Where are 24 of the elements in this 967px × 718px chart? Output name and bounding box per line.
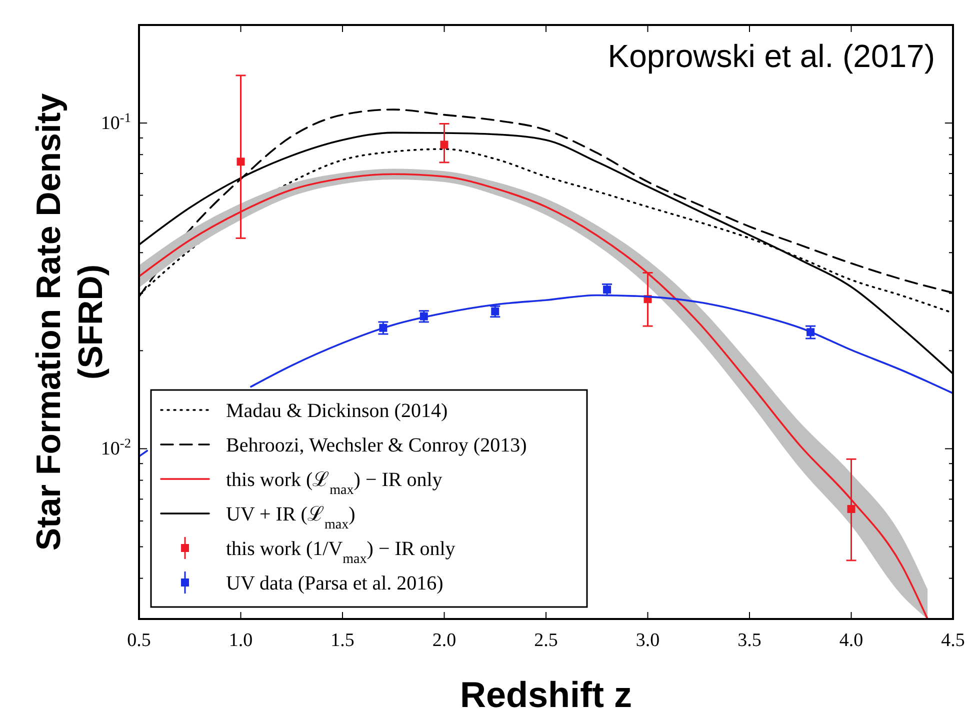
x-tick-label: 2.5 xyxy=(534,630,558,651)
x-tick-label: 4.5 xyxy=(941,630,965,651)
point xyxy=(847,504,856,513)
x-tick-label: 2.0 xyxy=(432,630,456,651)
x-tick-label: 3.5 xyxy=(738,630,762,651)
x-tick-label: 1.5 xyxy=(330,630,354,651)
x-tick-label: 3.0 xyxy=(636,630,660,651)
annotation: Koprowski et al. (2017) xyxy=(608,38,935,74)
legend-label: this work (1/V$_{max}$) − IR only xyxy=(226,538,456,566)
point xyxy=(603,286,612,294)
x-tick-label: 1.0 xyxy=(228,630,253,651)
x-tick-label: 0.5 xyxy=(127,630,151,651)
y-tick-label: 10$^{-2}$ xyxy=(100,435,131,460)
x-tick-label: 4.0 xyxy=(839,630,864,651)
legend-label: Madau & Dickinson (2014) xyxy=(226,400,448,422)
legend-label: this work (ℒ$_{max}$) − IR only xyxy=(226,469,442,498)
point xyxy=(491,307,500,316)
legend-label: UV data (Parsa et al. 2016) xyxy=(226,572,444,594)
x-axis-title: Redshift z xyxy=(460,674,632,715)
legend-label: UV + IR (ℒ$_{max}$) xyxy=(226,504,356,532)
y-tick-label: 10$^{-1}$ xyxy=(100,110,131,134)
point xyxy=(440,140,448,149)
point xyxy=(236,158,245,166)
legend-label: Behroozi, Wechsler & Conroy (2013) xyxy=(226,434,527,456)
